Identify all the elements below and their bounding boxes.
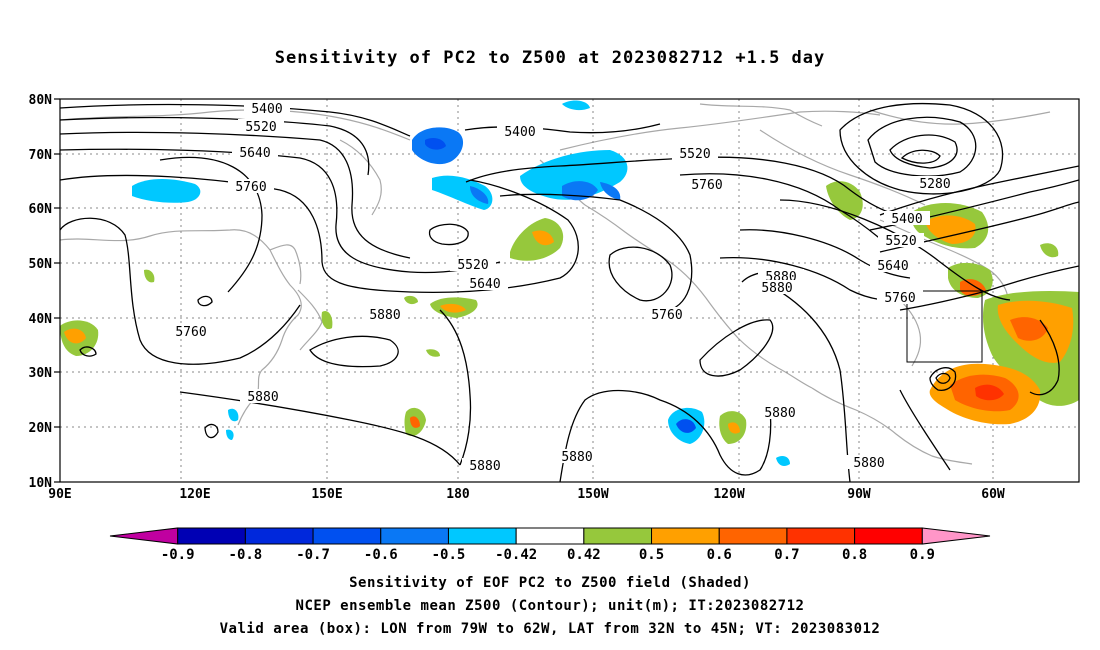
colorbar-swatch — [380, 527, 449, 545]
valid-area-box — [906, 290, 983, 363]
contour-label: 5880 — [761, 281, 792, 296]
lon-label: 90E — [48, 487, 71, 502]
contour-label: 5400 — [504, 125, 535, 140]
lat-label: 30N — [29, 366, 53, 381]
colorbar-swatch — [177, 527, 246, 545]
lon-label: 150W — [577, 487, 608, 502]
caption-line-1: Sensitivity of EOF PC2 to Z500 field (Sh… — [349, 575, 751, 591]
contour-label: 5760 — [235, 180, 266, 195]
lat-label: 40N — [29, 312, 53, 327]
colorbar-label: 0.42 — [567, 547, 601, 563]
chart-title: Sensitivity of PC2 to Z500 at 2023082712… — [274, 48, 826, 68]
lon-label: 90W — [847, 487, 871, 502]
colorbar-label: -0.42 — [495, 547, 537, 563]
contour-label: 5640 — [239, 146, 270, 161]
colorbar-label: -0.9 — [161, 547, 195, 563]
caption-line-3: Valid area (box): LON from 79W to 62W, L… — [219, 621, 881, 637]
map-border — [59, 98, 1080, 483]
lat-label: 50N — [29, 257, 53, 272]
colorbar-swatch — [109, 527, 179, 545]
contour-label: 5880 — [561, 450, 592, 465]
contour-label: 5520 — [457, 258, 488, 273]
colorbar-swatch — [312, 527, 382, 545]
lat-label: 80N — [29, 93, 53, 108]
colorbar-label: -0.6 — [364, 547, 398, 563]
sensitivity-shading — [60, 100, 1079, 466]
colorbar-label: 0.5 — [639, 547, 664, 563]
colorbar-swatch — [583, 527, 653, 545]
contour-label: 5280 — [919, 177, 950, 192]
contour-label: 5760 — [651, 308, 682, 323]
contour-label: 5400 — [251, 102, 282, 117]
lon-label: 180 — [446, 487, 470, 502]
contour-label: 5880 — [469, 459, 500, 474]
colorbar-swatch — [515, 527, 585, 545]
contour-labels: 5400 5520 5640 5760 5400 5520 5760 5520 … — [168, 101, 958, 474]
contour-label: 5520 — [679, 147, 710, 162]
lon-label: 120W — [713, 487, 744, 502]
colorbar: -0.9 -0.8 -0.7 -0.6 -0.5 -0.42 0.42 0.5 0.6 0.7 0.… — [109, 527, 991, 563]
lon-label: 60W — [981, 487, 1005, 502]
lat-label: 10N — [29, 476, 53, 491]
lat-label: 60N — [29, 202, 53, 217]
colorbar-label: 0.6 — [707, 547, 732, 563]
contour-label: 5880 — [764, 406, 795, 421]
colorbar-swatch — [447, 527, 517, 545]
contour-label: 5520 — [885, 234, 916, 249]
colorbar-swatch — [786, 527, 856, 545]
colorbar-label: -0.5 — [432, 547, 466, 563]
lat-label: 70N — [29, 148, 53, 163]
contour-label: 5760 — [691, 178, 722, 193]
colorbar-label: 0.7 — [774, 547, 799, 563]
contour-label: 5880 — [853, 456, 884, 471]
contour-label: 5880 — [369, 308, 400, 323]
contour-label: 5640 — [469, 277, 500, 292]
colorbar-swatch — [854, 527, 923, 545]
lon-label: 120E — [179, 487, 210, 502]
contour-label: 5400 — [891, 212, 922, 227]
latitude-labels: 80N 70N 60N 50N 40N 30N 20N 10N — [29, 93, 53, 491]
contour-label: 5640 — [877, 259, 908, 274]
colorbar-label: -0.8 — [229, 547, 263, 563]
lat-label: 20N — [29, 421, 53, 436]
colorbar-swatch — [244, 527, 314, 545]
lon-label: 150E — [311, 487, 342, 502]
caption-line-2: NCEP ensemble mean Z500 (Contour); unit(… — [295, 598, 805, 614]
contour-label: 5760 — [175, 325, 206, 340]
colorbar-swatch — [921, 527, 991, 545]
colorbar-swatch — [718, 527, 788, 545]
longitude-labels: 90E 120E 150E 180 150W 120W 90W 60W — [48, 487, 1005, 502]
colorbar-label: -0.7 — [296, 547, 330, 563]
contour-label: 5760 — [884, 291, 915, 306]
contour-label: 5880 — [247, 390, 278, 405]
contour-label: 5520 — [245, 120, 276, 135]
colorbar-label: 0.8 — [842, 547, 867, 563]
colorbar-swatch — [651, 527, 720, 545]
colorbar-label: 0.9 — [910, 547, 935, 563]
